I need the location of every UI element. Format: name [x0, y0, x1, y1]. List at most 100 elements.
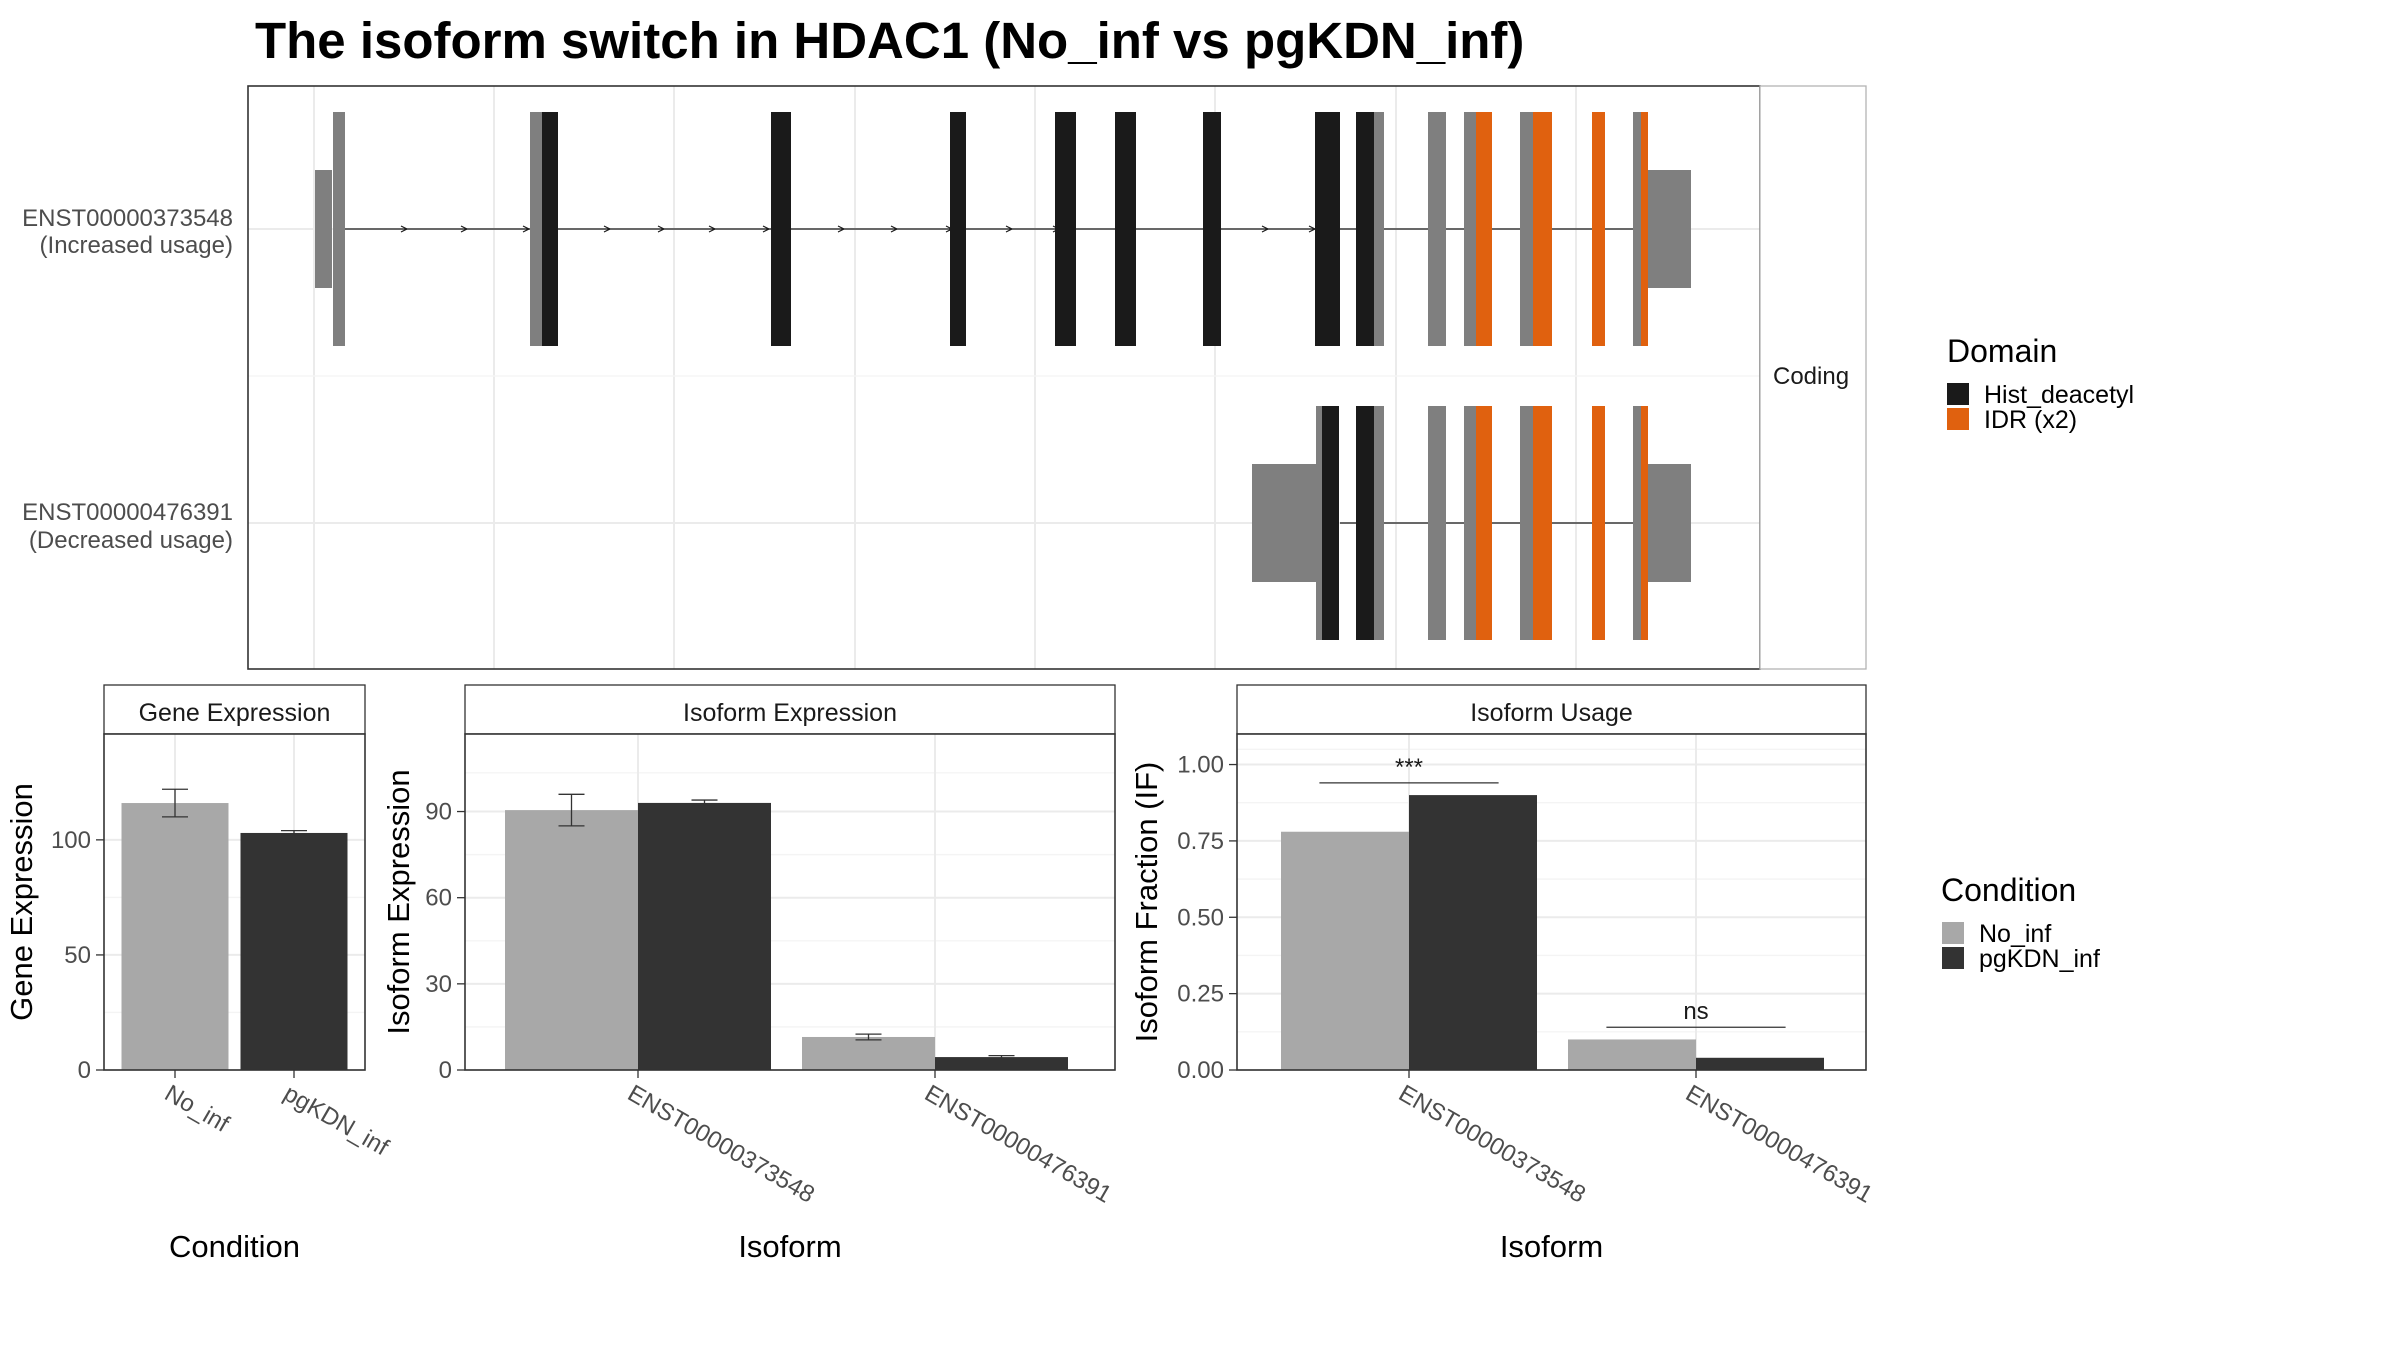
condition-legend-label-pgkdn-inf: pgKDN_inf	[1979, 945, 2100, 973]
transcript-panel: Coding ENST00000373548 (Increased usage)…	[22, 85, 1867, 670]
utr-block-tx2	[1648, 464, 1691, 582]
panel-strip	[1236, 684, 1867, 735]
significance-label: ns	[1683, 998, 1708, 1025]
significance-label: ***	[1395, 754, 1423, 781]
exon-block-tx1	[1055, 112, 1076, 346]
y-tick-label: 0.25	[1177, 981, 1224, 1008]
bar-1-1	[935, 1057, 1068, 1070]
panel-strip	[464, 684, 1116, 735]
utr-block-tx1	[1428, 112, 1446, 346]
bar-panels: Gene Expression 0 50 100 No_inf pgKDN_inf Cond…	[4, 684, 1877, 1264]
facet-strip	[1759, 85, 1867, 670]
exon-block-tx1	[1592, 112, 1605, 346]
domain-legend-label-hist-deacetyl: Hist_deacetyl	[1984, 381, 2134, 409]
transcript-label-2-id: ENST00000476391	[22, 499, 233, 526]
transcript-label-2-usage: (Decreased usage)	[29, 527, 233, 554]
exon-block-tx1	[1356, 112, 1374, 346]
y-axis-title: Gene Expression	[4, 783, 39, 1021]
bar-1-0	[1568, 1039, 1696, 1070]
utr-block-tx2	[1374, 406, 1384, 640]
utr-block-tx2	[1633, 406, 1641, 640]
exon-block-tx2	[1356, 406, 1374, 640]
intron-arrow-icon	[460, 225, 469, 233]
panel-border	[103, 733, 366, 1071]
exon-block-tx2	[1476, 406, 1492, 640]
y-tick-label: 0	[439, 1057, 452, 1084]
x-tick-label: ENST00000373548	[1394, 1080, 1590, 1209]
x-tick-label: ENST00000476391	[1681, 1080, 1877, 1209]
y-tick-label: 0.75	[1177, 828, 1224, 855]
intron-arrow-icon	[400, 225, 409, 233]
exon-block-tx1	[1203, 112, 1221, 346]
domain-legend-key-idr	[1947, 408, 1969, 430]
x-tick-label: pgKDN_inf	[279, 1080, 393, 1162]
exon-block-tx1	[1476, 112, 1492, 346]
bar-1-0	[802, 1036, 935, 1070]
transcript-label-1-id: ENST00000373548	[22, 205, 233, 232]
intron-arrow-icon	[522, 225, 531, 233]
y-tick-label: 0	[78, 1057, 91, 1084]
transcript-label-1-usage: (Increased usage)	[40, 232, 233, 259]
bar-panel-1: Isoform Expression 0 30 60 90 ENST00000373548…	[381, 684, 1116, 1264]
x-axis-title: Isoform	[1500, 1229, 1603, 1264]
x-tick-label: ENST00000373548	[623, 1080, 819, 1209]
intron-arrow-icon	[657, 225, 666, 233]
exon-block-tx1	[1641, 112, 1648, 346]
y-tick-label: 50	[64, 942, 91, 969]
condition-legend-key-no-inf	[1942, 922, 1964, 944]
bar-0-0	[1281, 831, 1409, 1070]
facet-label: Coding	[1773, 363, 1849, 390]
panel-strip	[103, 684, 366, 735]
y-tick-label: 100	[51, 827, 91, 854]
utr-block-tx2	[1316, 406, 1322, 640]
y-axis-title: Isoform Fraction (IF)	[1129, 762, 1164, 1043]
x-tick-label: ENST00000476391	[920, 1080, 1116, 1209]
intron-arrow-icon	[890, 225, 899, 233]
intron-arrow-icon	[708, 225, 717, 233]
x-axis-title: Isoform	[738, 1229, 841, 1264]
y-axis-title: Isoform Expression	[381, 769, 416, 1034]
intron-arrow-icon	[837, 225, 846, 233]
exon-block-tx1	[542, 112, 558, 346]
x-axis-title: Condition	[169, 1229, 300, 1264]
y-tick-label: 0.50	[1177, 904, 1224, 931]
intron-arrow-icon	[1261, 225, 1270, 233]
utr-block-tx2	[1428, 406, 1446, 640]
bar-0	[121, 803, 229, 1070]
bar-panel-0: Gene Expression 0 50 100 No_inf pgKDN_inf Cond…	[4, 684, 393, 1264]
bar-1-1	[1696, 1057, 1824, 1070]
intron-arrow-icon	[762, 225, 771, 233]
exon-block-tx1	[1115, 112, 1136, 346]
y-tick-label: 30	[425, 971, 452, 998]
domain-legend-title: Domain	[1947, 333, 2057, 369]
utr-block-tx2	[1464, 406, 1476, 640]
transcript-structures	[315, 112, 1691, 640]
exon-block-tx2	[1641, 406, 1648, 640]
condition-legend: Condition No_inf pgKDN_inf	[1941, 872, 2100, 973]
bar-0-1	[638, 802, 771, 1070]
y-tick-label: 0.00	[1177, 1057, 1224, 1084]
utr-block-tx1	[333, 112, 345, 346]
bar-panel-2: Isoform Usage 0.00 0.25 0.50 0.75 1.00 *** ns EN…	[1129, 684, 1877, 1264]
x-tick-label: No_inf	[160, 1080, 234, 1138]
chart-title: The isoform switch in HDAC1 (No_inf vs p…	[255, 12, 1524, 69]
panel-strip-label: Isoform Usage	[1470, 699, 1633, 727]
panel-strip-label: Isoform Expression	[683, 699, 897, 727]
exon-block-tx1	[771, 112, 791, 346]
utr-block-tx1	[1633, 112, 1641, 346]
utr-block-tx1	[1520, 112, 1533, 346]
utr-block-tx2	[1520, 406, 1533, 640]
condition-legend-key-pgkdn-inf	[1942, 947, 1964, 969]
y-tick-label: 1.00	[1177, 752, 1224, 779]
domain-legend: Domain Hist_deacetyl IDR (x2)	[1947, 333, 2134, 434]
utr-block-tx1	[315, 170, 332, 288]
exon-block-tx2	[1592, 406, 1605, 640]
intron-arrow-icon	[1005, 225, 1014, 233]
bar-0-0	[505, 810, 638, 1070]
exon-block-tx2	[1322, 406, 1339, 640]
utr-block-tx1	[1648, 170, 1691, 288]
intron-arrow-icon	[603, 225, 612, 233]
condition-legend-title: Condition	[1941, 872, 2076, 908]
domain-legend-key-hist-deacetyl	[1947, 383, 1969, 405]
